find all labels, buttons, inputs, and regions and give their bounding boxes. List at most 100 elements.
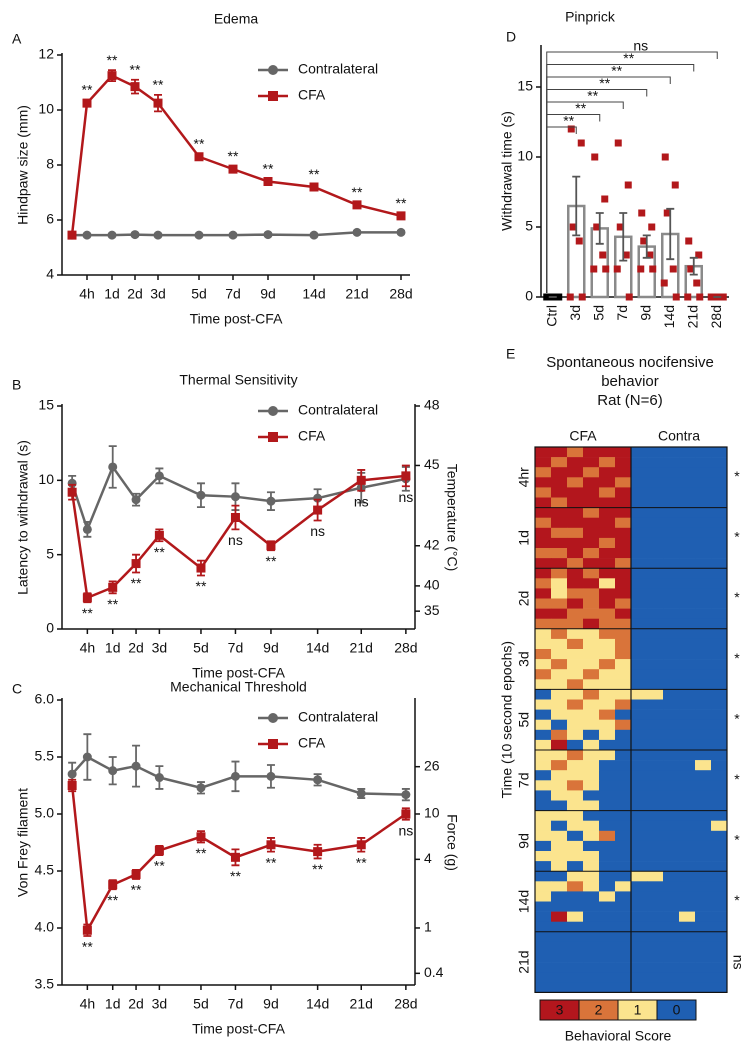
significance-label: * xyxy=(734,589,740,605)
heatmap-cell xyxy=(551,820,568,832)
heatmap-cell xyxy=(695,800,712,811)
heatmap-cell xyxy=(567,659,584,670)
colorbar-label: 3 xyxy=(556,1002,564,1018)
x-tick-label: 14d xyxy=(306,996,329,1012)
heatmap-cell xyxy=(711,851,728,862)
panel-letter: A xyxy=(12,31,22,47)
heatmap-cell xyxy=(663,750,680,761)
heatmap-cell xyxy=(679,608,696,619)
heatmap-cell xyxy=(551,962,568,973)
heatmap-cell xyxy=(567,861,584,872)
heatmap-cell xyxy=(679,659,696,670)
heatmap-cell xyxy=(551,537,568,549)
heatmap-cell xyxy=(711,861,728,872)
heatmap-cell xyxy=(711,952,728,963)
heatmap-cell xyxy=(535,689,552,700)
y2-tick-label: 40 xyxy=(424,577,440,593)
data-point xyxy=(640,237,648,245)
heatmap-cell xyxy=(599,649,616,660)
heatmap-cell xyxy=(695,739,712,751)
row-group-label: 2d xyxy=(516,591,532,607)
heatmap-cell xyxy=(599,598,616,609)
x-axis-label: Time post-CFA xyxy=(192,665,285,681)
marker xyxy=(67,230,77,240)
data-point xyxy=(555,293,563,301)
x-tick-label: 14d xyxy=(302,286,325,302)
heatmap-cell xyxy=(663,457,680,468)
heatmap-cell xyxy=(695,598,712,609)
heatmap-cell xyxy=(695,699,712,710)
data-point xyxy=(543,293,551,301)
heatmap-cell xyxy=(711,659,728,670)
heatmap-cell xyxy=(615,649,632,660)
heatmap-cell xyxy=(567,618,584,630)
heatmap-cell xyxy=(551,709,568,720)
heatmap-cell xyxy=(551,669,568,680)
significance-label: * xyxy=(734,650,740,666)
heatmap-cell xyxy=(711,618,728,630)
heatmap-cell xyxy=(551,719,568,731)
heatmap-cell xyxy=(679,901,696,912)
heatmap-cell xyxy=(631,881,648,892)
heatmap-cell xyxy=(535,931,552,943)
heatmap-cell xyxy=(615,568,632,579)
heatmap-cell xyxy=(535,800,552,811)
heatmap-cell xyxy=(551,952,568,963)
heatmap-cell xyxy=(711,739,728,751)
heatmap-cell xyxy=(647,881,664,892)
heatmap-cell xyxy=(711,750,728,761)
heatmap-cell xyxy=(631,840,648,852)
heatmap-cell xyxy=(695,477,712,488)
marker xyxy=(67,487,77,497)
error-bar xyxy=(689,256,698,276)
y-tick-label: 5 xyxy=(525,218,533,234)
heatmap-cell xyxy=(631,659,648,670)
heatmap-cell xyxy=(631,739,648,751)
heatmap-cell xyxy=(615,941,632,953)
colorbar-label: 0 xyxy=(673,1002,681,1018)
row-group-label: 21d xyxy=(516,950,532,973)
heatmap-cell xyxy=(567,638,584,650)
heatmap-cell xyxy=(711,638,728,650)
y2-tick-label: 1 xyxy=(424,919,432,935)
heatmap-cell xyxy=(647,790,664,801)
significance-label: ** xyxy=(82,605,93,621)
x-tick-label: 21d xyxy=(684,305,700,328)
legend-label: Contralateral xyxy=(298,402,378,418)
heatmap-cell xyxy=(663,840,680,852)
heatmap-cell xyxy=(567,628,584,640)
heatmap-cell xyxy=(615,618,632,630)
heatmap-cell xyxy=(679,467,696,478)
y-tick-label: 5.0 xyxy=(35,805,55,821)
heatmap-cell xyxy=(631,729,648,741)
marker xyxy=(356,788,366,798)
data-point xyxy=(687,265,695,273)
heatmap-cell xyxy=(567,780,584,791)
heatmap-cell xyxy=(663,568,680,579)
heatmap-cell xyxy=(535,537,552,549)
heatmap-cell xyxy=(679,578,696,589)
significance-label: * xyxy=(734,832,740,848)
heatmap-cell xyxy=(647,921,664,933)
heatmap-cell xyxy=(647,891,664,902)
y-tick-label: 10 xyxy=(38,101,54,117)
heatmap-cell xyxy=(631,618,648,630)
heatmap-cell xyxy=(663,527,680,539)
x-tick-label: 21d xyxy=(345,286,368,302)
heatmap-cell xyxy=(695,608,712,619)
heatmap-cell xyxy=(679,871,696,882)
heatmap-cell xyxy=(631,699,648,710)
heatmap-cell xyxy=(711,780,728,791)
heatmap-cell xyxy=(631,598,648,609)
heatmap-cell xyxy=(695,861,712,872)
heatmap-cell xyxy=(551,851,568,862)
heatmap-cell xyxy=(583,891,600,902)
heatmap-cell xyxy=(535,921,552,933)
heatmap-cell xyxy=(711,527,728,539)
heatmap-cell xyxy=(647,830,664,842)
heatmap-cell xyxy=(647,537,664,549)
heatmap-cell xyxy=(551,699,568,710)
heatmap-cell xyxy=(695,770,712,781)
heatmap-cell xyxy=(679,517,696,529)
marker xyxy=(130,82,140,92)
